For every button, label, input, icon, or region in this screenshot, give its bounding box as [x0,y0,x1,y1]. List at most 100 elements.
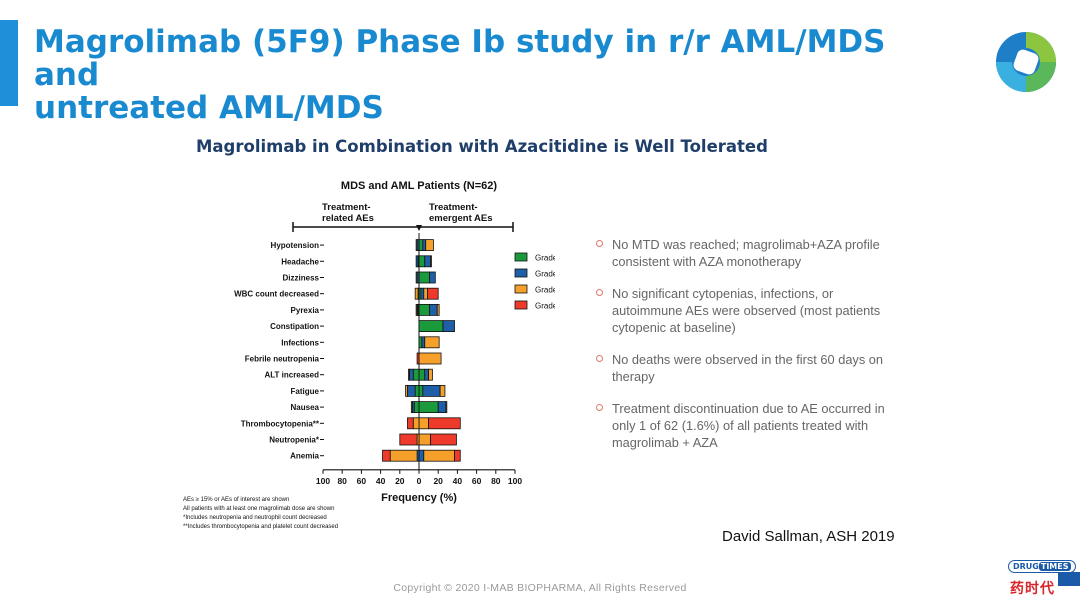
category-label: Headache [281,257,319,266]
bar-segment-right [428,368,433,381]
finding-item: No MTD was reached; magrolimab+AZA profi… [596,236,896,270]
bar-segment-right [420,287,425,300]
bar-segment-right [422,239,427,251]
bullet-circle-icon [596,404,603,411]
chart-footnote: **Includes thrombocytopenia and platelet… [183,524,338,530]
copyright-footer: Copyright © 2020 I-MAB BIOPHARMA, All Ri… [393,582,687,594]
chart-footnote: *Includes neutropenia and neutrophil cou… [183,515,327,521]
bar-segment-right [424,368,429,381]
bar-segment-left [415,239,418,251]
chart-title: MDS and AML Patients (N=62) [341,180,498,192]
legend-label: Grade 4 [535,302,555,311]
bar-segment-right [436,303,440,316]
finding-item: Treatment discontinuation due to AE occu… [596,400,896,451]
category-label: Hypotension [271,241,320,250]
bar-segment-right [430,433,457,446]
bar-segment-right [423,449,455,462]
bar-segment-right [442,320,455,333]
x-tick-label: 20 [395,476,405,486]
category-label: Dizziness [283,274,320,283]
x-tick-label: 80 [337,476,347,486]
legend-swatch [514,300,528,310]
bar-segment-right [418,271,430,284]
finding-text: No significant cytopenias, infections, o… [612,286,881,335]
category-label: Pyrexia [291,306,320,315]
bar-segment-left [405,384,408,397]
bar-segment-right [418,368,426,381]
bar-segment-right [418,320,444,333]
x-tick-label: 60 [357,476,367,486]
bullet-circle-icon [596,355,603,362]
findings-list: No MTD was reached; magrolimab+AZA profi… [596,236,896,466]
bar-segment-left [410,401,413,414]
bar-segment-left [408,368,410,381]
category-label: Nausea [291,403,320,412]
bar-segment-right [424,336,440,349]
bar-segment-right [445,401,448,414]
bar-segment-right [418,303,430,316]
bar-segment-left [389,449,418,462]
bar-segment-left [414,287,419,300]
slide-title-line2: untreated AML/MDS [34,90,384,126]
legend-label: Grade 3 [535,286,555,295]
legend-swatch [514,268,528,278]
bar-segment-right [418,384,424,397]
watermark-stripe [1058,572,1080,586]
finding-item: No significant cytopenias, infections, o… [596,285,896,336]
drugtimes-watermark: DRUG TIMES 药时代 [1004,558,1080,608]
category-label: Fatigue [291,387,320,396]
adverse-events-chart: MDS and AML Patients (N=62) Treatment-rel… [183,180,555,530]
category-label: Neutropenia* [269,436,320,445]
bar-segment-right [425,239,434,251]
watermark-badge: DRUG TIMES [1008,560,1076,573]
x-tick-label: 60 [472,476,482,486]
legend-swatch [514,252,528,262]
bar-segment-right [430,255,432,268]
bar-segment-right [418,401,439,414]
x-axis-label: Frequency (%) [381,492,457,504]
bullet-circle-icon [596,289,603,296]
category-label: Infections [281,338,319,347]
slide-title-line1: Magrolimab (5F9) Phase Ib study in r/r A… [34,24,886,93]
category-label: ALT increased [264,371,319,380]
right-header-line: Treatment- [429,202,478,213]
watermark-badge-highlight: TIMES [1038,562,1071,571]
bar-segment-left [415,271,418,284]
x-tick-label: 100 [316,476,330,486]
bar-segment-left [415,303,418,316]
left-header-line: related AEs [322,213,374,224]
bar-segment-right [427,287,439,300]
finding-text: No deaths were observed in the first 60 … [612,352,884,384]
watermark-badge-text: DRUG [1013,562,1039,571]
chart-footnote: AEs ≥ 15% or AEs of interest are shown [183,497,289,503]
bar-segment-right [423,287,429,300]
company-logo [996,32,1056,92]
bar-segment-right [437,401,447,414]
bar-segment-left [412,417,420,430]
x-tick-label: 40 [453,476,463,486]
category-label: Constipation [270,322,319,331]
chart-subtitle: Magrolimab in Combination with Azacitidi… [196,137,768,156]
bar-segment-left [408,368,414,381]
citation: David Sallman, ASH 2019 [722,528,895,545]
bar-segment-right [418,433,431,446]
bar-segment-left [416,352,420,365]
bar-segment-left [415,255,419,268]
finding-text: No MTD was reached; magrolimab+AZA profi… [612,237,880,269]
bar-segment-right [418,449,425,462]
bar-segment-left [407,384,416,397]
bar-segment-right [428,417,461,430]
bar-segment-left [412,368,420,381]
bar-segment-right [418,336,423,349]
watermark-text: 药时代 [1010,580,1055,596]
legend-label: Grade 2 [535,270,555,279]
bar-segment-left [413,401,420,414]
x-tick-label: 20 [433,476,443,486]
bar-segment-right [429,271,436,284]
bar-segment-right [418,417,430,430]
x-tick-label: 0 [417,476,422,486]
bar-segment-right [454,449,461,462]
center-arrow-icon [416,225,422,231]
bar-segment-right [421,336,426,349]
category-label: Anemia [290,452,319,461]
